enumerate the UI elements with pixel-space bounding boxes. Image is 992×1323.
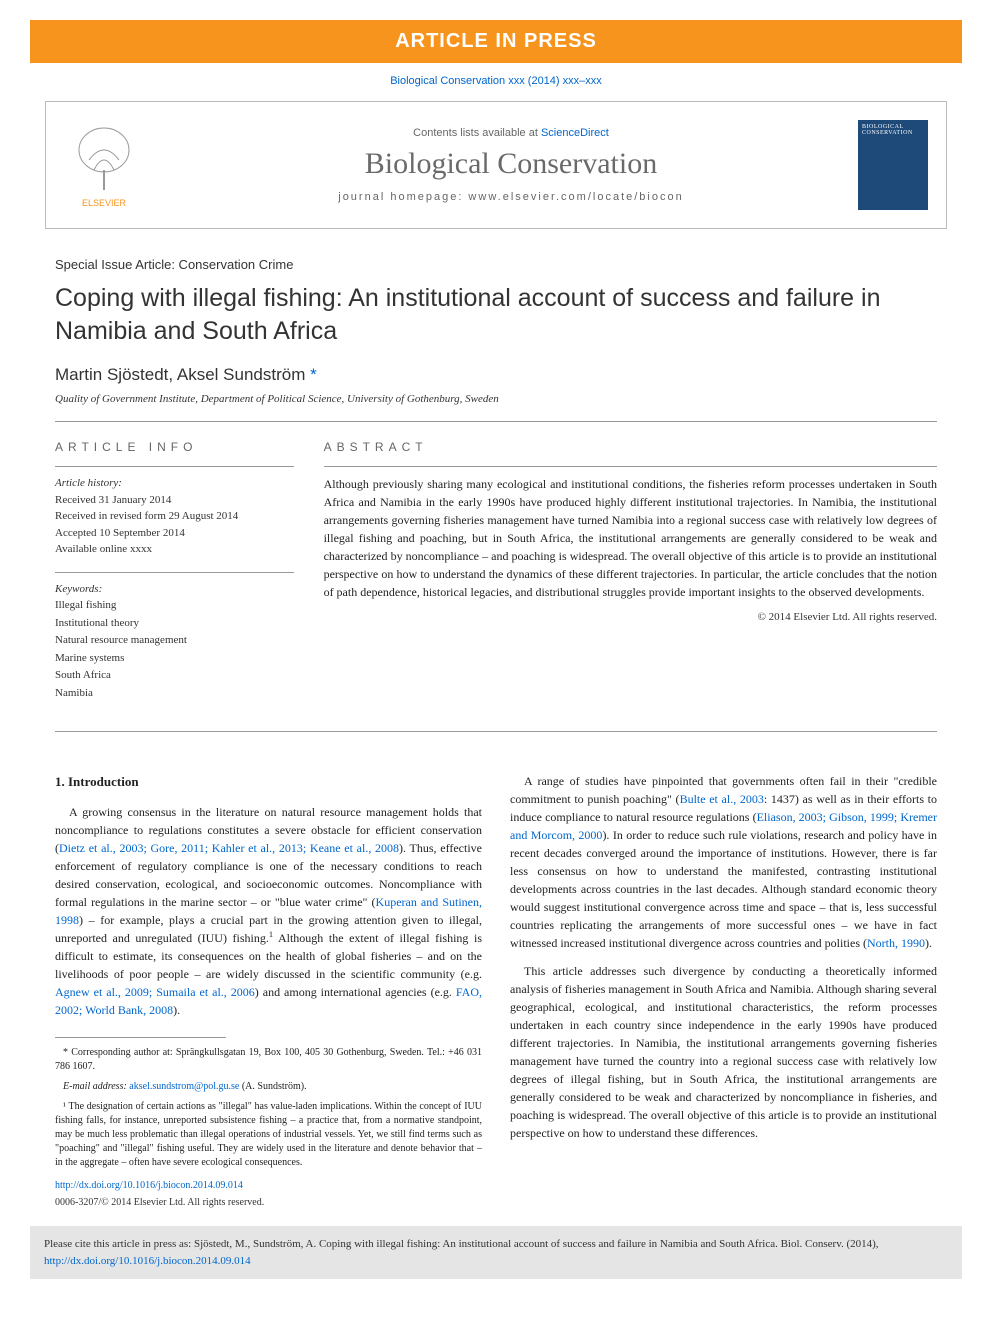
keywords-list: Illegal fishingInstitutional theoryNatur… (55, 597, 294, 703)
intro-paragraph-1: A growing consensus in the literature on… (55, 803, 482, 1019)
authors: Martin Sjöstedt, Aksel Sundström * (55, 365, 937, 385)
journal-homepage: journal homepage: www.elsevier.com/locat… (164, 191, 858, 203)
sciencedirect-link[interactable]: ScienceDirect (541, 127, 609, 139)
cite-doi-link[interactable]: http://dx.doi.org/10.1016/j.biocon.2014.… (44, 1255, 251, 1267)
special-issue-label: Special Issue Article: Conservation Crim… (55, 257, 937, 272)
article-history: Article history: Received 31 January 201… (55, 475, 294, 558)
citation[interactable]: Agnew et al., 2009; Sumaila et al., 2006 (55, 985, 255, 999)
journal-name: Biological Conservation (164, 147, 858, 181)
citation[interactable]: Bulte et al., 2003 (680, 792, 764, 806)
abstract-text: Although previously sharing many ecologi… (324, 475, 937, 601)
journal-header: ELSEVIER Contents lists available at Sci… (45, 101, 947, 229)
keyword-item: Natural resource management (55, 632, 294, 650)
footnote-1: ¹ The designation of certain actions as … (55, 1100, 482, 1170)
citation[interactable]: North, 1990 (867, 936, 925, 950)
journal-cover-thumbnail: BIOLOGICAL CONSERVATION (858, 120, 928, 210)
elsevier-logo: ELSEVIER (64, 120, 144, 210)
body-column-left: 1. Introduction A growing consensus in t… (55, 772, 482, 1211)
divider (55, 421, 937, 422)
affiliation: Quality of Government Institute, Departm… (55, 393, 937, 405)
intro-paragraph-2: A range of studies have pinpointed that … (510, 772, 937, 952)
contents-available: Contents lists available at ScienceDirec… (164, 127, 858, 139)
doi-link[interactable]: http://dx.doi.org/10.1016/j.biocon.2014.… (55, 1178, 482, 1193)
journal-reference: Biological Conservation xxx (2014) xxx–x… (0, 75, 992, 87)
keyword-item: Namibia (55, 685, 294, 703)
abstract-label: ABSTRACT (324, 440, 937, 454)
citation-box: Please cite this article in press as: Sj… (30, 1226, 962, 1279)
intro-paragraph-3: This article addresses such divergence b… (510, 962, 937, 1142)
body-column-right: A range of studies have pinpointed that … (510, 772, 937, 1211)
elsevier-text: ELSEVIER (82, 198, 127, 208)
article-title: Coping with illegal fishing: An institut… (55, 282, 937, 347)
abstract-copyright: © 2014 Elsevier Ltd. All rights reserved… (324, 611, 937, 623)
keyword-item: South Africa (55, 667, 294, 685)
issn-copyright: 0006-3207/© 2014 Elsevier Ltd. All right… (55, 1195, 482, 1210)
keywords-block: Keywords: Illegal fishingInstitutional t… (55, 581, 294, 703)
article-info-label: ARTICLE INFO (55, 440, 294, 454)
corresponding-author-footnote: * Corresponding author at: Sprängkullsga… (55, 1046, 482, 1074)
keyword-item: Institutional theory (55, 615, 294, 633)
article-in-press-banner: ARTICLE IN PRESS (30, 20, 962, 63)
keyword-item: Illegal fishing (55, 597, 294, 615)
email-link[interactable]: aksel.sundstrom@pol.gu.se (129, 1081, 239, 1092)
keyword-item: Marine systems (55, 650, 294, 668)
footnote-separator (55, 1037, 226, 1038)
intro-heading: 1. Introduction (55, 772, 482, 792)
citation[interactable]: Dietz et al., 2003; Gore, 2011; Kahler e… (59, 841, 399, 855)
corresponding-author-mark[interactable]: * (310, 365, 317, 384)
email-footnote: E-mail address: aksel.sundstrom@pol.gu.s… (55, 1080, 482, 1094)
